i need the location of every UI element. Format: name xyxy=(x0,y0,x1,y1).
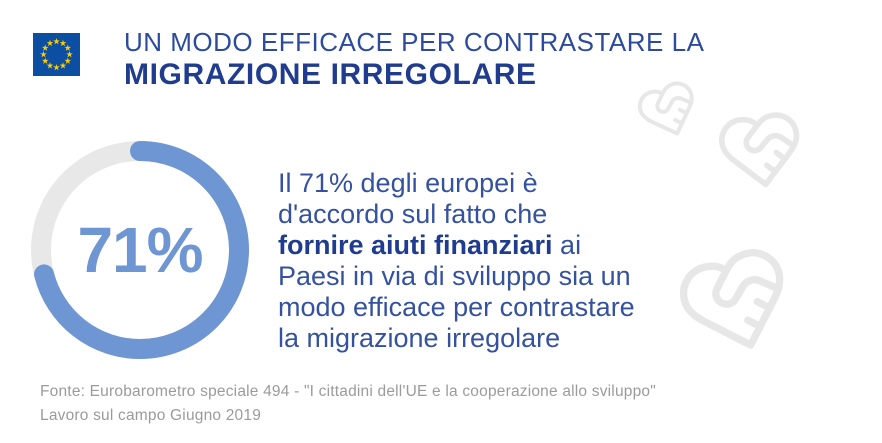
donut-center-label: 71% xyxy=(77,214,203,286)
donut-arc xyxy=(31,141,249,359)
page-title-line2: MIGRAZIONE IRREGOLARE xyxy=(124,58,537,91)
source-note: Fonte: Eurobarometro speciale 494 - "I c… xyxy=(40,380,656,428)
source-line1: Fonte: Eurobarometro speciale 494 - "I c… xyxy=(40,383,656,400)
statement-bold: fornire aiuti finanziari xyxy=(278,230,553,260)
donut-chart-svg xyxy=(31,141,249,359)
donut-chart: 71% xyxy=(30,140,250,360)
eu-flag-icon xyxy=(33,33,80,76)
heart-handshake-icon xyxy=(710,100,812,202)
statement-text: Il 71% degli europei è d'accordo sul fat… xyxy=(278,168,748,354)
statement-pre: Il 71% degli europei è d'accordo sul fat… xyxy=(278,168,548,229)
source-line2: Lavoro sul campo Giugno 2019 xyxy=(40,407,262,424)
statement-post: ai Paesi in via di sviluppo sia un modo … xyxy=(278,230,635,353)
page-title-line1: UN MODO EFFICACE PER CONTRASTARE LA xyxy=(124,27,705,57)
page-title: UN MODO EFFICACE PER CONTRASTARE LA MIGR… xyxy=(124,27,704,91)
